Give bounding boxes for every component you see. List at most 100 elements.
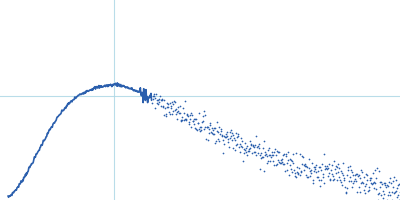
Point xyxy=(186,113,193,117)
Point xyxy=(187,117,194,120)
Point xyxy=(220,151,226,155)
Point xyxy=(370,187,377,190)
Point xyxy=(393,178,399,181)
Point xyxy=(391,191,398,194)
Point xyxy=(367,178,374,182)
Point xyxy=(364,179,370,182)
Point xyxy=(253,134,259,138)
Point xyxy=(308,171,314,174)
Point xyxy=(391,175,397,179)
Point xyxy=(363,172,370,175)
Point xyxy=(267,153,274,157)
Point xyxy=(214,131,221,134)
Point xyxy=(340,173,346,176)
Point xyxy=(372,169,378,172)
Point xyxy=(269,154,275,157)
Point xyxy=(204,125,210,128)
Point xyxy=(392,189,399,192)
Point xyxy=(260,139,267,142)
Point xyxy=(310,166,317,169)
Point xyxy=(369,183,375,186)
Point xyxy=(212,126,219,130)
Point xyxy=(344,173,350,176)
Point xyxy=(276,150,282,154)
Point xyxy=(149,101,155,105)
Point xyxy=(251,150,257,153)
Point xyxy=(325,167,332,170)
Point xyxy=(368,182,374,185)
Point xyxy=(204,138,211,142)
Point xyxy=(243,146,250,149)
Point xyxy=(270,154,276,157)
Point xyxy=(332,167,338,170)
Point xyxy=(295,173,301,176)
Point xyxy=(224,134,230,137)
Point xyxy=(196,112,202,115)
Point xyxy=(177,104,183,108)
Point xyxy=(232,149,238,152)
Point xyxy=(359,170,366,173)
Point xyxy=(246,140,253,143)
Point xyxy=(265,148,272,152)
Point xyxy=(189,119,196,122)
Point xyxy=(252,150,258,154)
Point xyxy=(184,112,191,115)
Point xyxy=(179,119,186,122)
Point xyxy=(273,153,279,156)
Point xyxy=(303,173,310,176)
Point xyxy=(165,105,171,109)
Point xyxy=(351,173,358,176)
Point xyxy=(389,198,395,200)
Point xyxy=(323,165,330,168)
Point xyxy=(333,172,339,175)
Point xyxy=(360,175,367,178)
Point xyxy=(385,184,392,187)
Point xyxy=(378,194,384,197)
Point xyxy=(161,99,168,102)
Point xyxy=(222,132,229,135)
Point xyxy=(332,164,339,168)
Point xyxy=(373,187,380,191)
Point xyxy=(261,170,268,173)
Point xyxy=(315,176,321,179)
Point xyxy=(154,102,160,105)
Point xyxy=(343,190,349,194)
Point xyxy=(255,144,261,147)
Point xyxy=(260,147,266,150)
Point xyxy=(312,166,318,169)
Point xyxy=(151,92,157,95)
Point xyxy=(164,101,170,104)
Point xyxy=(358,168,364,171)
Point xyxy=(329,172,335,175)
Point xyxy=(238,136,244,140)
Point xyxy=(284,169,290,172)
Point xyxy=(231,138,238,141)
Point xyxy=(342,191,349,194)
Point xyxy=(185,121,192,124)
Point xyxy=(238,144,244,147)
Point xyxy=(361,189,367,192)
Point xyxy=(232,131,239,135)
Point xyxy=(352,177,358,180)
Point xyxy=(266,153,272,156)
Point xyxy=(318,179,324,182)
Point xyxy=(176,111,183,115)
Point xyxy=(264,159,271,162)
Point xyxy=(362,182,369,185)
Point xyxy=(221,143,227,146)
Point xyxy=(380,193,387,196)
Point xyxy=(346,164,353,167)
Point xyxy=(235,134,241,138)
Point xyxy=(206,131,212,134)
Point xyxy=(311,170,317,173)
Point xyxy=(266,146,272,150)
Point xyxy=(158,99,165,102)
Point xyxy=(382,181,388,184)
Point xyxy=(300,156,306,159)
Point xyxy=(334,165,340,169)
Point xyxy=(178,120,184,123)
Point xyxy=(236,146,242,149)
Point xyxy=(200,114,206,118)
Point xyxy=(224,131,230,134)
Point xyxy=(268,151,275,154)
